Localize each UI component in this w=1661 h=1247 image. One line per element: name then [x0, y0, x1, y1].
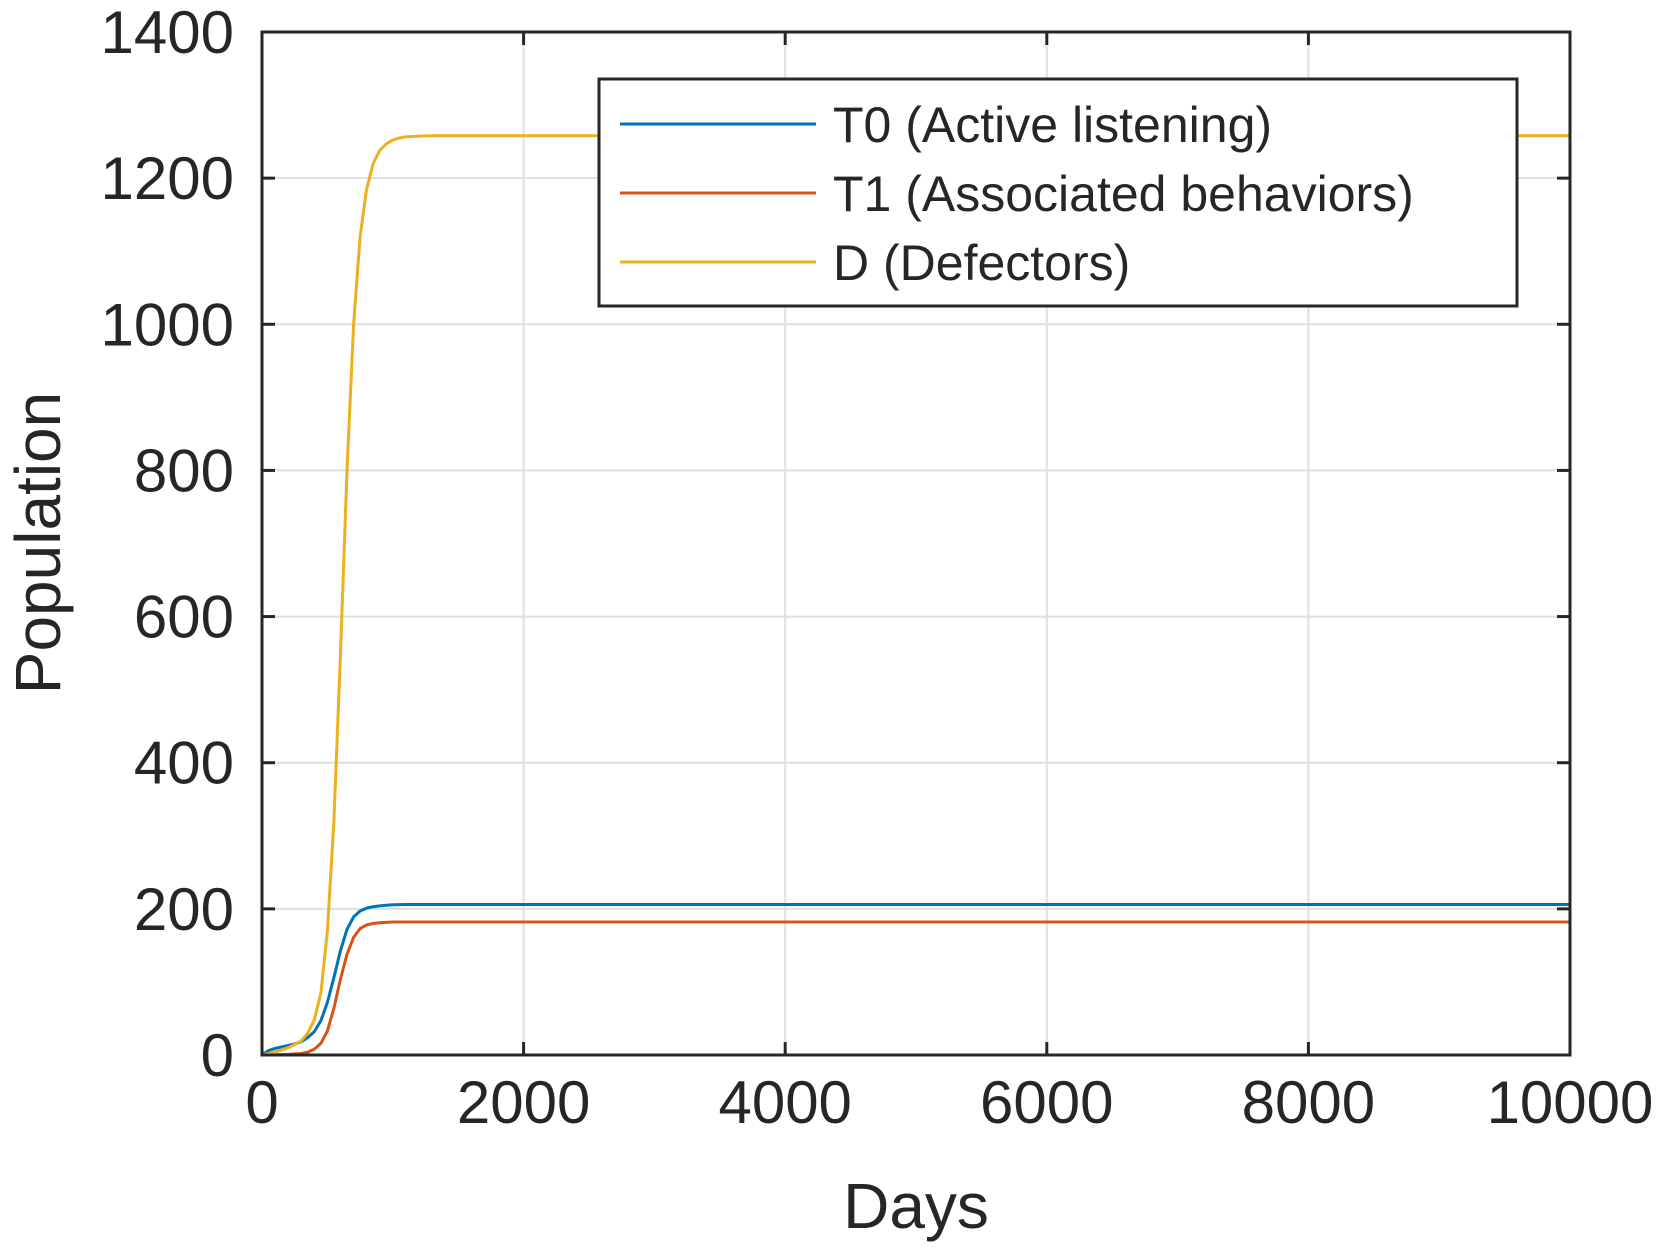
y-tick-label: 1200 — [101, 145, 234, 212]
y-tick-label: 0 — [201, 1022, 234, 1089]
x-tick-label: 2000 — [457, 1069, 590, 1136]
series-line-2 — [260, 134, 1572, 1057]
x-axis-label: Days — [843, 1170, 989, 1242]
legend-entries: T0 (Active listening) T1 (Associated beha… — [620, 97, 1414, 291]
x-tick-label: 0 — [245, 1069, 278, 1136]
legend-label-0: T0 (Active listening) — [833, 97, 1272, 153]
series-lines — [260, 134, 1572, 1057]
axis-ticks — [260, 30, 1572, 1057]
legend-label-1: T1 (Associated behaviors) — [833, 166, 1414, 222]
y-tick-label: 600 — [134, 584, 234, 651]
y-axis-label: Population — [2, 392, 74, 694]
x-tick-label: 8000 — [1242, 1069, 1375, 1136]
y-tick-label: 800 — [134, 437, 234, 504]
y-tick-labels: 0 200 400 600 800 1000 1200 1400 — [101, 0, 234, 1089]
x-tick-label: 10000 — [1487, 1069, 1654, 1136]
x-tick-label: 4000 — [718, 1069, 851, 1136]
legend-label-2: D (Defectors) — [833, 235, 1130, 291]
y-tick-label: 200 — [134, 876, 234, 943]
x-tick-label: 6000 — [980, 1069, 1113, 1136]
series-line-1 — [260, 920, 1572, 1057]
y-tick-label: 400 — [134, 730, 234, 797]
axes-box — [260, 30, 1572, 1057]
legend: T0 (Active listening) T1 (Associated beha… — [597, 77, 1519, 308]
y-tick-label: 1400 — [101, 0, 234, 66]
y-tick-label: 1000 — [101, 291, 234, 358]
x-tick-labels: 0 2000 4000 6000 8000 10000 — [245, 1069, 1653, 1136]
